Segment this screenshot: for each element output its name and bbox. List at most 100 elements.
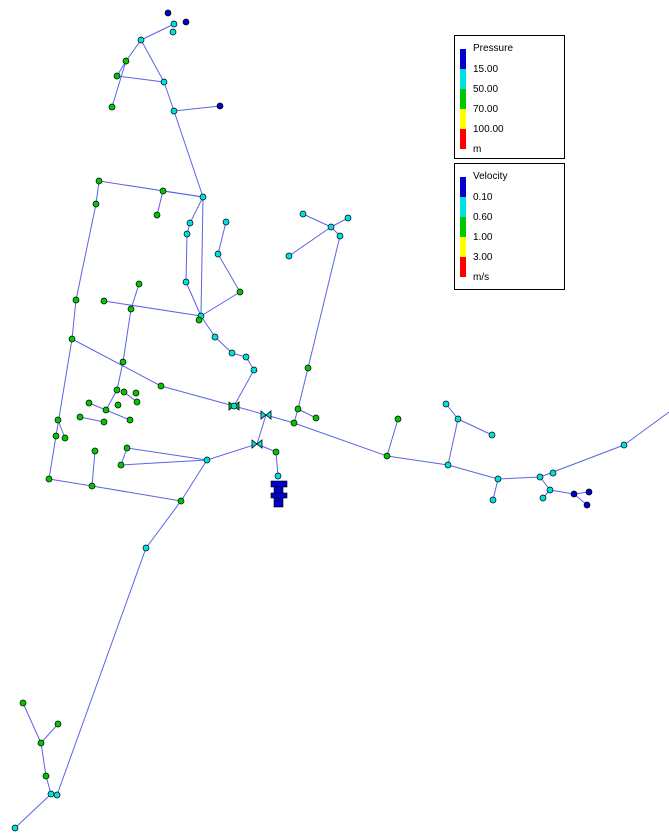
pipe-n88-n87[interactable] [40, 742, 47, 777]
junction-node-n14[interactable] [92, 200, 100, 208]
pipe-n22-n32[interactable] [200, 291, 241, 317]
junction-node-n21[interactable] [182, 278, 190, 286]
junction-node-n66[interactable] [274, 472, 282, 480]
junction-node-n69[interactable] [394, 415, 402, 423]
pipe-n53-n26[interactable] [307, 235, 341, 369]
pipe-n54-n53[interactable] [297, 367, 309, 410]
junction-node-n83[interactable] [585, 488, 593, 496]
junction-node-n72[interactable] [454, 415, 462, 423]
junction-node-n2[interactable] [182, 18, 190, 26]
junction-node-n54[interactable] [294, 405, 302, 413]
junction-node-n10[interactable] [170, 107, 178, 115]
pipe-n29-n32[interactable] [103, 300, 202, 317]
pipe-n79-edge[interactable] [623, 411, 669, 446]
pipe-n39-n41[interactable] [116, 361, 124, 391]
junction-node-n79[interactable] [620, 441, 628, 449]
pipe-n9-n10[interactable] [163, 81, 175, 112]
pipe-n65-n66[interactable] [275, 451, 279, 477]
junction-node-n35[interactable] [211, 333, 219, 341]
pipe-n12-n14[interactable] [95, 180, 100, 205]
pipe-n54-n55[interactable] [297, 408, 317, 419]
pipe-n80-n82[interactable] [549, 489, 575, 495]
pipe-n38-n52[interactable] [233, 369, 255, 407]
junction-node-n82[interactable] [570, 490, 578, 498]
junction-node-n25[interactable] [344, 214, 352, 222]
pipe-n44-n49[interactable] [88, 402, 131, 421]
junction-node-n28[interactable] [72, 296, 80, 304]
pipe-n5-n6[interactable] [125, 39, 142, 62]
junction-node-n31[interactable] [127, 305, 135, 313]
junction-node-n44[interactable] [85, 399, 93, 407]
pipe-n16-n17[interactable] [189, 196, 204, 224]
junction-node-n76[interactable] [489, 496, 497, 504]
pipe-n5-n3[interactable] [140, 23, 175, 41]
junction-node-n91[interactable] [11, 824, 19, 832]
pipe-n87-n86[interactable] [40, 723, 59, 744]
pipe-n21-n32[interactable] [185, 281, 202, 317]
junction-node-n77[interactable] [536, 473, 544, 481]
junction-node-n22[interactable] [236, 288, 244, 296]
pipe-n31-n39[interactable] [122, 308, 132, 363]
junction-node-n12[interactable] [95, 177, 103, 185]
pipe-n67-n68[interactable] [145, 500, 182, 549]
pipe-n14-n28[interactable] [75, 203, 97, 301]
pipe-n63-n64[interactable] [48, 478, 93, 487]
junction-node-n13[interactable] [159, 187, 167, 195]
junction-node-n6[interactable] [122, 57, 130, 65]
pipe-n68-n90[interactable] [56, 547, 147, 796]
junction-node-n84[interactable] [583, 501, 591, 509]
reservoir-tank-icon[interactable] [270, 480, 288, 508]
junction-node-n3[interactable] [170, 20, 178, 28]
junction-node-n17[interactable] [186, 219, 194, 227]
pipe-n13-n15[interactable] [156, 190, 164, 216]
junction-node-n52[interactable] [230, 402, 238, 410]
junction-node-n80[interactable] [546, 486, 554, 494]
junction-node-n16[interactable] [199, 193, 207, 201]
junction-node-n74[interactable] [444, 461, 452, 469]
pipe-n24-n27[interactable] [288, 226, 332, 257]
junction-node-n9[interactable] [160, 78, 168, 86]
pressure-legend[interactable]: Pressure 15.00 50.00 70.00 100.00 m [454, 35, 565, 159]
junction-node-n39[interactable] [119, 358, 127, 366]
junction-node-n15[interactable] [153, 211, 161, 219]
junction-node-n73[interactable] [488, 431, 496, 439]
junction-node-n70[interactable] [383, 452, 391, 460]
pipe-n61-n62[interactable] [120, 459, 208, 466]
pipe-n6-n8[interactable] [111, 60, 127, 108]
pipe-n32-n35[interactable] [200, 315, 216, 338]
junction-node-n5[interactable] [137, 36, 145, 44]
pipe-n61-n59[interactable] [126, 447, 208, 461]
pipe-n70-n74[interactable] [386, 455, 449, 466]
junction-node-n29[interactable] [100, 297, 108, 305]
junction-node-n59[interactable] [123, 444, 131, 452]
junction-node-n37[interactable] [242, 353, 250, 361]
pipe-n35-n36[interactable] [214, 336, 233, 354]
pipe-n64-n67[interactable] [91, 485, 182, 502]
junction-node-n47[interactable] [102, 406, 110, 414]
junction-node-n56[interactable] [290, 419, 298, 427]
junction-node-n65[interactable] [272, 448, 280, 456]
pipe-n57-n63[interactable] [48, 435, 57, 480]
pipe-n19-n21[interactable] [185, 233, 188, 283]
junction-node-n78[interactable] [549, 469, 557, 477]
pipe-n40-n52[interactable] [160, 385, 235, 407]
pipe-n7-n9[interactable] [116, 75, 165, 83]
junction-node-n26[interactable] [336, 232, 344, 240]
junction-node-n4[interactable] [169, 28, 177, 36]
junction-node-n8[interactable] [108, 103, 116, 111]
junction-node-n61[interactable] [203, 456, 211, 464]
junction-node-n20[interactable] [214, 250, 222, 258]
junction-node-n49[interactable] [126, 416, 134, 424]
pipe-n5-n9[interactable] [140, 39, 165, 83]
pipe-n16-n32[interactable] [200, 196, 204, 317]
pipe-n28-n34[interactable] [71, 299, 77, 340]
junction-node-n75[interactable] [494, 475, 502, 483]
junction-node-n71[interactable] [442, 400, 450, 408]
junction-node-n48[interactable] [76, 413, 84, 421]
pipe-n41-n47[interactable] [105, 389, 118, 411]
pipe-n10-n16[interactable] [173, 110, 204, 198]
junction-node-n23[interactable] [299, 210, 307, 218]
junction-node-n43[interactable] [132, 389, 140, 397]
junction-node-n57[interactable] [52, 432, 60, 440]
